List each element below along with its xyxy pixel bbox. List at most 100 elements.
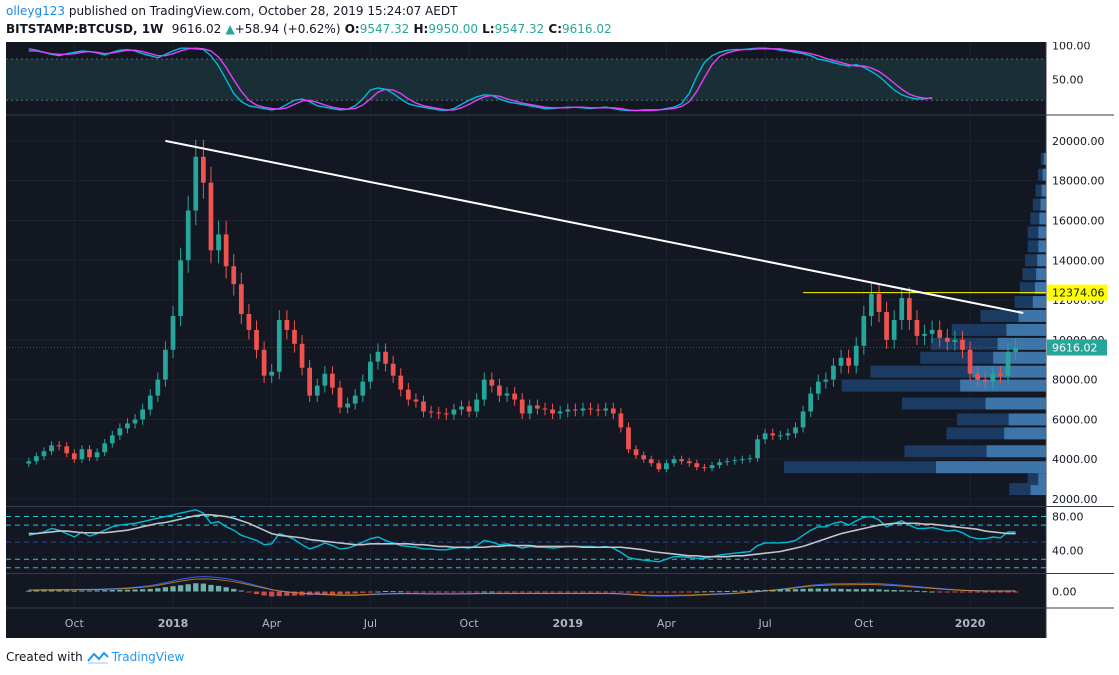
time-tick-label: Jul [363,617,377,630]
candle-body [459,406,464,410]
macd-histogram-bar [982,591,988,593]
high-value: 9950.00 [428,22,478,36]
candle-body [869,294,874,316]
macd-histogram-bar [868,588,875,592]
macd-histogram-bar [815,588,821,592]
candle-body [777,435,783,437]
volume-profile-bar [841,379,1046,392]
volume-profile-bar [1009,483,1046,496]
volume-profile-bar-inner [1038,226,1046,239]
macd-histogram-bar [800,588,806,592]
macd-histogram-bar [747,590,753,592]
candle-body [626,427,631,450]
macd-histogram-bar [41,590,47,592]
candle-body [952,339,958,342]
macd-histogram-bar [678,591,685,593]
macd-histogram-bar [33,590,40,592]
candle-body [49,445,54,452]
author-link[interactable]: olleyg123 [6,4,66,18]
macd-histogram-bar [565,591,571,593]
last-price-label: 9616.02 [1052,341,1098,354]
price-tick-label: 8000.00 [1052,374,1098,387]
candle-body [193,156,199,211]
chart-svg[interactable]: 20000.0018000.0016000.0014000.0012000.00… [6,39,1114,638]
volume-profile-bar [946,427,1046,440]
macd-histogram-bar [557,591,563,593]
macd-histogram-bar [549,591,556,593]
macd-histogram-bar [511,591,518,593]
macd-histogram-bar [504,591,510,593]
macd-histogram-bar [830,588,837,592]
chart-area[interactable]: 20000.0018000.0016000.0014000.0012000.00… [6,39,1114,638]
stoch-k-line [28,47,933,112]
volume-profile-bar-inner [1043,152,1046,165]
rsi-ma-line [28,514,1016,558]
candle-body [633,449,639,456]
macd-histogram-bar [284,591,290,596]
time-tick-label: Apr [657,617,677,630]
candle-body [413,399,419,402]
macd-histogram-bar [200,583,207,592]
macd-histogram-bar [952,591,958,593]
candle-body [34,456,39,462]
candle-body [565,409,571,412]
volume-profile-bar-inner [1040,198,1046,211]
macd-histogram-bar [223,587,229,592]
macd-histogram-bar [891,590,897,592]
candle-body [56,445,62,447]
candle-body [421,401,426,412]
candle-body [254,329,259,350]
macd-pane: 0.00 [26,576,1077,599]
volume-profile-bar-inner [1004,427,1046,440]
volume-profile-bar-inner [1006,323,1046,336]
macd-histogram-bar [914,590,920,592]
macd-histogram-bar [269,591,275,597]
macd-tick-label: 0.00 [1052,586,1077,599]
candle-body [64,446,70,454]
macd-histogram-bar [322,591,328,595]
candle-body [937,329,943,338]
macd-histogram-bar [238,590,244,592]
candle-body [595,409,601,411]
candle-body [314,385,320,396]
candle-body [671,459,677,464]
candle-body [163,349,168,380]
macd-histogram-bar [208,584,214,592]
volume-profile-bar-inner [993,351,1046,364]
volume-profile-bar [956,413,1046,426]
macd-histogram-bar [170,586,176,592]
candle-body [405,389,411,400]
created-with-label: Created with [6,650,83,664]
macd-histogram-bar [390,591,396,593]
volume-profile-bar-inner [935,461,1046,474]
candle-body [292,329,297,344]
macd-histogram-bar [701,591,708,593]
candle-body [41,451,47,457]
macd-histogram-bar [792,589,799,592]
macd-histogram-bar [861,589,867,592]
candle-body [466,406,472,412]
tradingview-logo-icon [87,651,109,664]
footer: Created with TradingView [6,650,184,664]
candle-body [853,345,859,366]
candle-body [1013,347,1018,352]
tradingview-link[interactable]: TradingView [111,650,185,664]
macd-signal-line [28,578,1016,596]
volume-profile-bar [1038,168,1046,181]
stoch-tick-label: 100.00 [1052,42,1091,52]
macd-histogram-bar [990,591,996,593]
volume-profile-bar [904,445,1046,458]
macd-histogram-bar [808,588,814,592]
macd-histogram-bar [572,591,578,593]
candle-body [975,373,981,380]
candle-body [998,373,1003,376]
macd-histogram-bar [413,591,419,593]
candle-body [686,461,692,464]
candle-body [375,351,381,362]
candle-body [739,459,745,461]
volume-profile-bar [951,323,1046,336]
macd-histogram-bar [109,590,115,592]
macd-histogram-bar [732,590,738,592]
macd-histogram-bar [975,591,981,593]
macd-histogram-bar [489,591,495,593]
